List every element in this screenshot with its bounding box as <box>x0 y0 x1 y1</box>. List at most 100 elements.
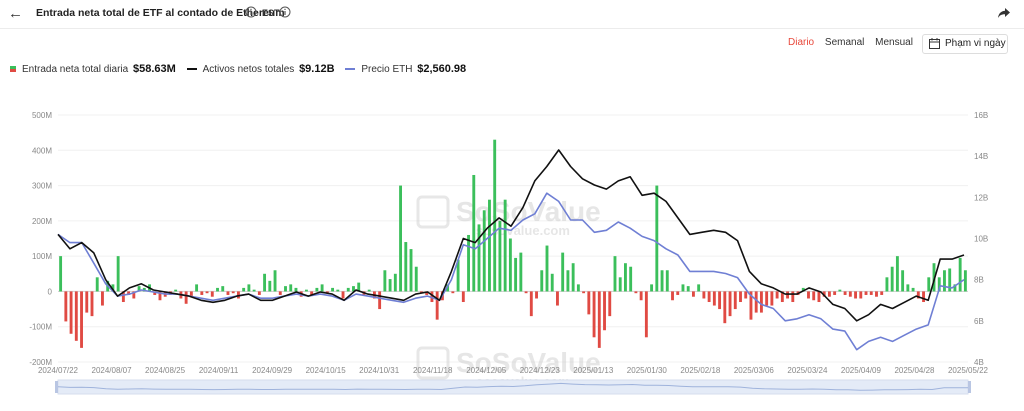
daily-inflow-bar <box>184 291 188 304</box>
daily-inflow-bar <box>754 291 758 313</box>
daily-inflow-bar <box>822 291 826 297</box>
daily-inflow-bar <box>482 210 486 292</box>
daily-inflow-bar <box>263 273 267 292</box>
daily-inflow-bar <box>556 291 559 306</box>
daily-inflow-bar <box>304 289 308 292</box>
daily-inflow-bar <box>671 291 674 301</box>
daily-inflow-bar <box>759 291 763 313</box>
y-left-tick-label: 400M <box>32 146 52 155</box>
daily-inflow-bar <box>216 287 219 292</box>
daily-inflow-bar <box>529 291 533 317</box>
daily-inflow-bar <box>718 291 722 310</box>
daily-inflow-bar <box>341 291 345 299</box>
x-tick-label: 2024/12/23 <box>520 366 561 375</box>
back-arrow-icon[interactable]: ← <box>8 5 23 22</box>
daily-inflow-bar <box>85 291 89 313</box>
x-tick-label: 2024/10/31 <box>359 366 400 375</box>
daily-inflow-bar <box>786 291 790 299</box>
x-tick-label: 2025/01/30 <box>627 366 668 375</box>
y-left-tick-label: 500M <box>32 111 52 120</box>
daily-inflow-bar <box>456 259 460 292</box>
tab-weekly[interactable]: Semanal <box>824 37 865 48</box>
range-navigator[interactable] <box>55 379 971 395</box>
daily-inflow-bar <box>127 291 131 295</box>
daily-inflow-bar <box>875 291 878 297</box>
daily-inflow-bar <box>59 256 63 292</box>
date-range-button[interactable]: Phạm vi ngày <box>922 34 1008 54</box>
legend-bar-swatch <box>10 66 16 73</box>
y-right-tick-label: 10B <box>974 235 988 244</box>
daily-inflow-bar <box>393 273 397 292</box>
daily-inflow-bar <box>817 291 821 303</box>
daily-inflow-bar <box>906 284 910 292</box>
chart-gridlines <box>58 114 968 363</box>
daily-inflow-bar <box>74 291 78 341</box>
daily-inflow-bar <box>827 291 831 297</box>
legend-price-value: $2,560.98 <box>417 63 467 75</box>
x-tick-label: 2025/05/22 <box>948 366 989 375</box>
daily-inflow-bar <box>545 245 549 292</box>
legend-assets-swatch <box>186 68 197 71</box>
legend-eth-price[interactable]: Precio ETH $2,560.98 <box>345 63 466 75</box>
daily-inflow-bar <box>294 287 298 292</box>
daily-inflow-bar <box>702 291 706 299</box>
daily-inflow-bar <box>461 291 465 303</box>
info-icon[interactable] <box>245 6 257 18</box>
daily-inflow-bar <box>247 284 251 292</box>
x-tick-label: 2025/01/13 <box>573 366 614 375</box>
daily-inflow-bar <box>733 291 737 310</box>
x-tick-label: 2024/10/15 <box>306 366 347 375</box>
daily-inflow-bar <box>508 238 512 292</box>
daily-inflow-bar <box>707 291 711 303</box>
x-tick-label: 2024/08/07 <box>92 366 133 375</box>
daily-inflow-bar <box>592 291 596 338</box>
y-left-tick-label: 0 <box>48 287 53 296</box>
daily-inflow-bar <box>404 242 408 292</box>
daily-inflow-bar <box>833 291 837 295</box>
share-icon[interactable] <box>996 5 1012 21</box>
daily-inflow-bars <box>59 139 967 348</box>
daily-inflow-bar <box>597 291 601 348</box>
daily-inflow-bar <box>226 291 230 295</box>
eth-price-line <box>57 192 965 351</box>
daily-inflow-bar <box>315 287 319 292</box>
x-tick-label: 2024/09/11 <box>199 366 239 375</box>
daily-inflow-bar <box>958 257 962 292</box>
tab-monthly[interactable]: Mensual <box>875 37 913 48</box>
daily-inflow-bar <box>885 277 889 292</box>
daily-inflow-bar <box>618 277 622 292</box>
etf-flow-chart[interactable]: SoSoValuesosovalue.comSoSoValuesosovalue… <box>0 100 1024 411</box>
daily-inflow-bar <box>90 291 94 317</box>
y-right-tick-label: 12B <box>974 193 988 202</box>
x-tick-label: 2025/04/28 <box>894 366 935 375</box>
daily-inflow-bar <box>257 291 261 295</box>
daily-inflow-bar <box>864 291 868 295</box>
daily-inflow-bar <box>252 289 256 292</box>
daily-inflow-bar <box>158 291 162 301</box>
daily-inflow-bar <box>911 287 915 292</box>
legend-net-assets[interactable]: Activos netos totales $9.12B <box>186 63 335 75</box>
daily-inflow-bar <box>550 273 554 292</box>
daily-inflow-bar <box>383 270 387 292</box>
daily-inflow-bar <box>278 291 282 295</box>
legend-daily-inflow[interactable]: Entrada neta total diaria $58.63M <box>10 63 176 75</box>
navigator-handle-left <box>55 381 58 393</box>
daily-inflow-bar <box>399 185 402 292</box>
daily-inflow-bar <box>284 286 287 292</box>
daily-inflow-bar <box>566 270 570 292</box>
daily-inflow-bar <box>890 266 894 292</box>
tab-daily[interactable]: Diario <box>788 37 815 48</box>
daily-inflow-bar <box>137 286 141 292</box>
timezone-info-icon[interactable] <box>279 6 291 18</box>
y-right-tick-label: 8B <box>974 276 984 285</box>
daily-inflow-bar <box>101 291 104 306</box>
daily-inflow-bar <box>723 291 727 324</box>
daily-inflow-bar <box>200 291 204 295</box>
daily-inflow-bar <box>843 291 847 295</box>
daily-inflow-bar <box>739 291 742 303</box>
daily-inflow-bar <box>869 291 873 295</box>
x-tick-label: 2025/03/06 <box>734 366 775 375</box>
daily-inflow-bar <box>838 289 842 292</box>
x-tick-label: 2024/09/29 <box>252 366 293 375</box>
daily-inflow-bar <box>514 257 518 292</box>
